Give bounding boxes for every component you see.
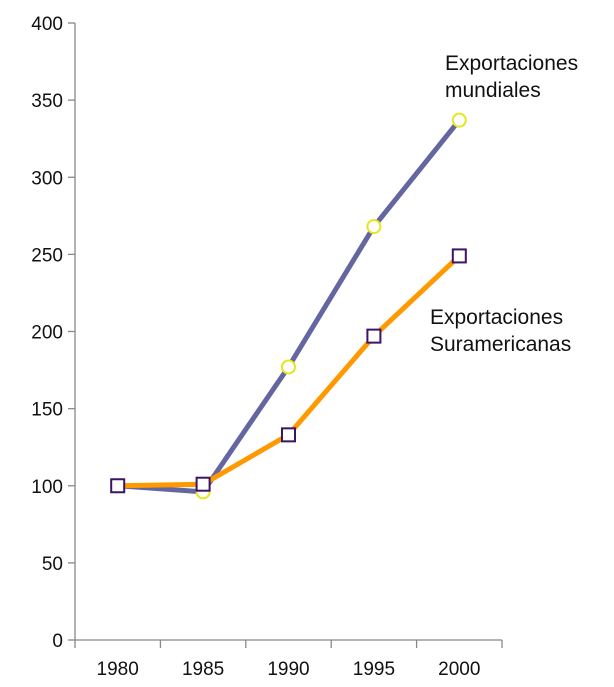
y-tick-label: 300 — [31, 168, 63, 189]
y-tick-label: 250 — [31, 245, 63, 266]
series-markers — [110, 112, 467, 500]
series-0-point — [281, 359, 296, 375]
y-tick-label: 200 — [31, 323, 63, 344]
chart-axes — [74, 23, 502, 641]
series-1-point — [281, 427, 296, 443]
y-axis-ticks: 0 50 100 150 200 250 300 350 400 — [31, 14, 75, 652]
series-0-point — [451, 112, 467, 128]
x-tick-label: 1995 — [353, 659, 395, 680]
series-1-point — [366, 328, 382, 344]
series-label-world-exports: Exportaciones mundiales — [445, 52, 584, 102]
series-label-south-american-exports: Exportaciones Suramericanas — [430, 306, 571, 356]
x-tick-label: 1985 — [182, 659, 224, 680]
series-1-point — [110, 478, 126, 494]
y-tick-label: 0 — [52, 631, 63, 652]
y-tick-label: 50 — [42, 554, 63, 575]
y-tick-label: 100 — [31, 477, 63, 498]
x-tick-label: 1980 — [97, 659, 139, 680]
series-0-point — [366, 219, 382, 235]
y-tick-label: 400 — [31, 14, 63, 35]
series-1-point — [451, 248, 467, 264]
x-axis-ticks: 1980 1985 1990 1995 2000 — [74, 640, 503, 680]
y-tick-label: 350 — [31, 91, 63, 112]
x-tick-label: 1990 — [267, 659, 309, 680]
x-tick-label: 2000 — [438, 659, 480, 680]
series-1-point — [195, 476, 211, 492]
y-tick-label: 150 — [31, 400, 63, 421]
